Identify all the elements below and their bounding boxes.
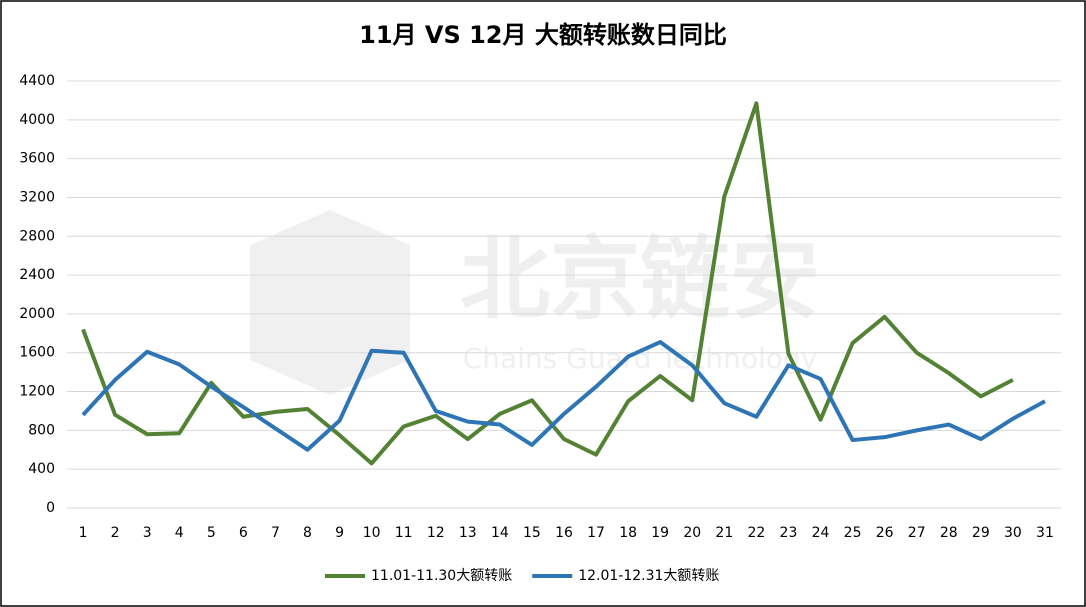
x-tick-label: 1 (79, 525, 88, 541)
y-tick-label: 4000 (19, 112, 55, 128)
x-tick-label: 5 (207, 525, 216, 541)
x-tick-label: 6 (239, 525, 248, 541)
x-tick-label: 12 (427, 525, 445, 541)
chart-title: 11月 VS 12月 大额转账数日同比 (359, 21, 727, 49)
x-tick-label: 21 (715, 525, 733, 541)
x-tick-label: 11 (395, 525, 413, 541)
x-tick-label: 17 (587, 525, 605, 541)
y-tick-label: 3200 (19, 189, 55, 205)
x-tick-label: 3 (143, 525, 152, 541)
y-tick-label: 0 (46, 500, 55, 516)
x-tick-label: 30 (1004, 525, 1022, 541)
y-tick-label: 400 (28, 461, 55, 477)
x-tick-label: 18 (619, 525, 637, 541)
y-tick-label: 2000 (19, 306, 55, 322)
x-tick-label: 25 (844, 525, 862, 541)
y-tick-label: 2800 (19, 228, 55, 244)
x-tick-label: 20 (683, 525, 701, 541)
x-tick-label: 15 (523, 525, 541, 541)
watermark: Chains Guard Technology (463, 342, 818, 375)
x-tick-label: 27 (908, 525, 926, 541)
x-tick-label: 19 (651, 525, 669, 541)
x-tick-label: 9 (335, 525, 344, 541)
x-tick-label: 4 (175, 525, 184, 541)
y-tick-label: 1600 (19, 345, 55, 361)
x-tick-label: 23 (780, 525, 798, 541)
watermark: 北京链安 (460, 227, 820, 332)
y-tick-label: 3600 (19, 151, 55, 167)
legend-label: 12.01-12.31大额转账 (578, 568, 719, 584)
x-tick-label: 22 (747, 525, 765, 541)
x-tick-label: 2 (111, 525, 120, 541)
x-tick-label: 16 (555, 525, 573, 541)
y-tick-label: 4400 (19, 73, 55, 89)
x-tick-label: 13 (459, 525, 477, 541)
x-tick-label: 31 (1036, 525, 1054, 541)
x-tick-label: 29 (972, 525, 990, 541)
x-tick-label: 28 (940, 525, 958, 541)
x-tick-label: 7 (271, 525, 280, 541)
y-tick-label: 800 (28, 422, 55, 438)
line-series (81, 101, 1014, 466)
x-tick-label: 8 (303, 525, 312, 541)
y-tick-label: 1200 (19, 384, 55, 400)
line-series (81, 340, 1046, 452)
legend-label: 11.01-11.30大额转账 (371, 568, 512, 584)
x-tick-label: 10 (363, 525, 381, 541)
x-tick-label: 24 (812, 525, 830, 541)
y-tick-label: 2400 (19, 267, 55, 283)
x-tick-label: 14 (491, 525, 509, 541)
x-tick-label: 26 (876, 525, 894, 541)
watermark-logo (250, 210, 410, 395)
